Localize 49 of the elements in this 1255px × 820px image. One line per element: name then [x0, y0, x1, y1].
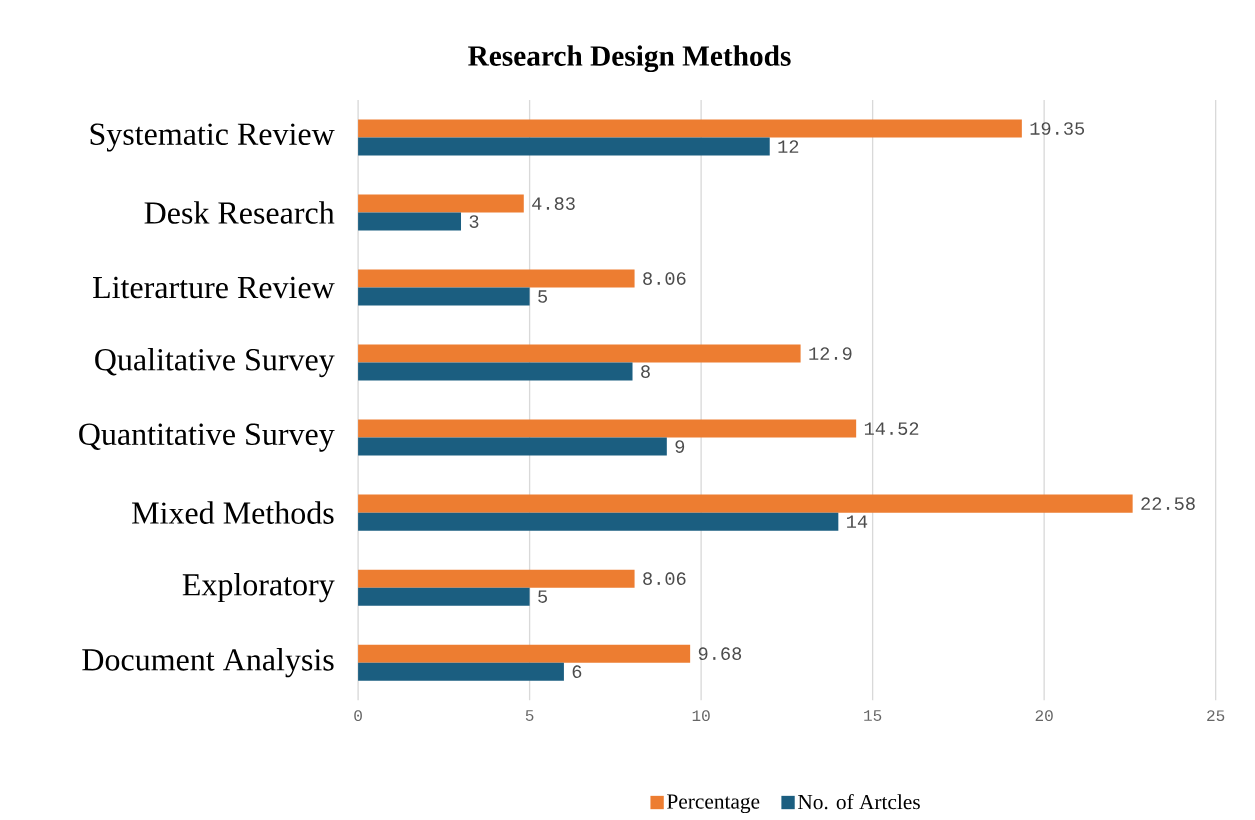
- y-tick-label: Qualitative Survey: [95, 347, 335, 378]
- bar: [358, 119, 1022, 138]
- data-label: 12: [778, 140, 799, 153]
- bar: [358, 194, 524, 213]
- bar: [358, 587, 530, 606]
- bar: [358, 362, 633, 381]
- y-tick-label: Systematic Review: [90, 123, 335, 152]
- bar: [358, 419, 857, 438]
- bar: [358, 644, 691, 663]
- y-tick-label: Mixed Methods: [132, 501, 334, 524]
- bar: [358, 512, 839, 531]
- bar: [358, 344, 801, 363]
- y-tick-label: Quantitative Survey: [79, 423, 335, 452]
- y-tick-label: Document Analysis: [82, 648, 334, 678]
- x-tick-label: 0: [354, 710, 362, 721]
- data-label: 8.06: [643, 572, 686, 585]
- data-label: 9: [675, 440, 685, 453]
- bar: [358, 662, 564, 681]
- data-label: 5: [538, 290, 548, 303]
- x-tick-label: 10: [692, 710, 710, 721]
- legend-label: No. of Artcles: [797, 793, 920, 810]
- data-label: 19.35: [1030, 122, 1085, 135]
- bar: [358, 212, 462, 231]
- data-label: 5: [538, 590, 548, 603]
- bar: [358, 437, 667, 456]
- bar: [358, 287, 530, 306]
- x-tick-label: 15: [864, 710, 882, 721]
- y-tick-label: Literarture Review: [93, 276, 335, 299]
- y-tick-label: Desk Research: [144, 201, 335, 224]
- legend-label: Percentage: [667, 794, 760, 814]
- bar: [358, 569, 635, 588]
- chart-title: Research Design Methods: [468, 45, 791, 72]
- data-label: 14.52: [864, 422, 919, 435]
- y-tick-label: Exploratory: [182, 572, 335, 603]
- data-label: 6: [572, 665, 582, 678]
- data-label: 8.06: [643, 272, 686, 285]
- data-label: 3: [469, 215, 479, 228]
- data-label: 4.83: [532, 197, 575, 210]
- x-tick-label: 5: [525, 710, 534, 721]
- data-label: 12.9: [809, 347, 852, 360]
- data-label: 14: [847, 515, 868, 528]
- data-label: 9.68: [698, 647, 742, 660]
- data-label: 8: [641, 365, 650, 378]
- bar: [358, 269, 635, 288]
- bar: [358, 137, 770, 156]
- x-tick-label: 25: [1207, 710, 1225, 721]
- data-label: 22.58: [1141, 497, 1195, 510]
- bar: [358, 494, 1133, 513]
- x-tick-label: 20: [1035, 710, 1053, 721]
